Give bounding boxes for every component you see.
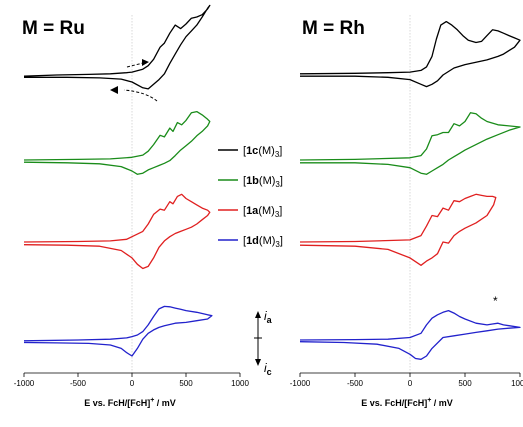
panel-title-rh: M = Rh: [302, 18, 365, 39]
cathodic-current-label: ic: [264, 361, 272, 377]
reverse-scan-arrow-head: [110, 86, 118, 94]
asterisk-annotation: *: [493, 294, 498, 308]
x-axis-title-rh: E vs. FcH/[FcH]+ / mV: [361, 397, 453, 408]
legend-item-1c: [1c(M)3]: [218, 145, 282, 159]
x-tick-label-rh: 1000: [511, 379, 523, 388]
x-tick-label-rh: -500: [347, 379, 364, 388]
legend: [1c(M)3] [1b(M)3] [1a(M)3] [1d(M)3]: [218, 145, 283, 249]
x-tick-label-ru: 0: [130, 379, 135, 388]
series-ru-1c: [23, 4, 211, 90]
x-tick-label-rh: 500: [458, 379, 472, 388]
legend-label-1a: [1a(M)3]: [243, 205, 282, 219]
x-tick-label-ru: -500: [70, 379, 87, 388]
legend-label-1b: [1b(M)3]: [243, 175, 283, 189]
x-axis-title-ru: E vs. FcH/[FcH]+ / mV: [84, 397, 176, 408]
series-ru-1d: [23, 305, 213, 357]
cv-curves: [23, 4, 521, 360]
series-ru-1a: [23, 193, 211, 270]
forward-scan-arrow-head: [142, 59, 149, 66]
legend-label-1c: [1c(M)3]: [243, 145, 282, 159]
series-rh-1d: [299, 309, 521, 360]
series-rh-1c: [299, 20, 521, 88]
x-tick-label-ru: 1000: [231, 379, 249, 388]
cathodic-arrow-head: [255, 359, 261, 366]
forward-scan-arrow: [126, 62, 144, 68]
legend-item-1b: [1b(M)3]: [218, 175, 283, 189]
legend-item-1a: [1a(M)3]: [218, 205, 282, 219]
panel-title-ru: M = Ru: [22, 18, 85, 39]
current-scale-indicator: ia ic: [254, 309, 273, 377]
series-rh-1b: [299, 112, 521, 175]
anodic-current-label: ia: [264, 309, 273, 325]
legend-item-1d: [1d(M)3]: [218, 235, 283, 249]
x-tick-label-rh: -1000: [290, 379, 311, 388]
legend-label-1d: [1d(M)3]: [243, 235, 283, 249]
series-ru-1b: [23, 110, 211, 175]
x-tick-label-ru: -1000: [14, 379, 35, 388]
anodic-arrow-head: [255, 311, 261, 318]
x-tick-label-ru: 500: [179, 379, 193, 388]
x-tick-label-rh: 0: [408, 379, 413, 388]
x-axis-ticks: -1000 -500 0 500 1000 -1000 -500 0 500 1000: [14, 373, 523, 388]
reverse-scan-arrow: [123, 89, 158, 102]
series-rh-1a: [299, 193, 497, 266]
